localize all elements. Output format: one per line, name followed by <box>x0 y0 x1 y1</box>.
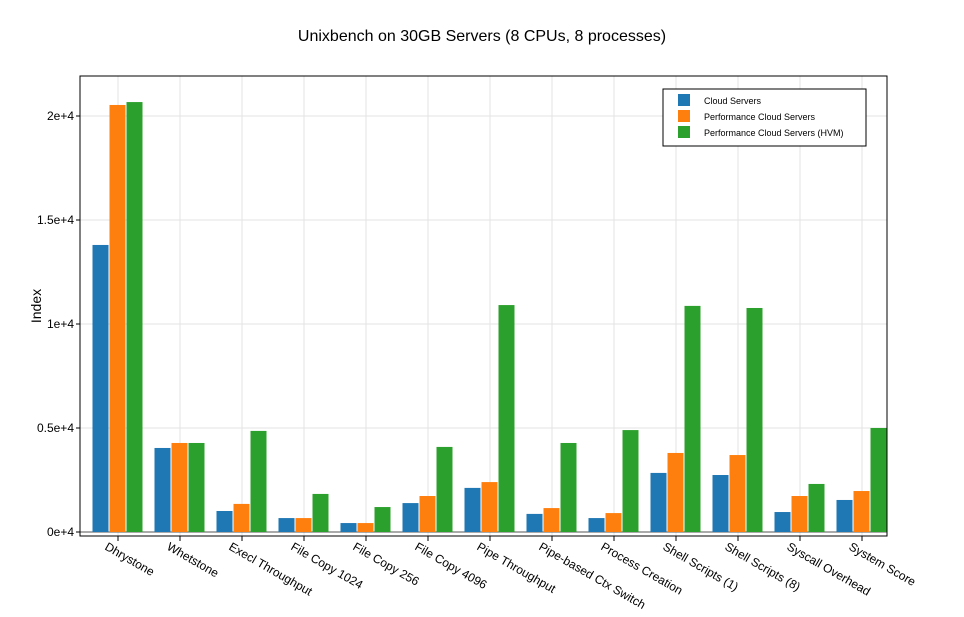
bar-cloud-servers <box>402 503 419 532</box>
bar-performance-cloud-servers-hvm <box>684 305 701 532</box>
bar-performance-cloud-servers-hvm <box>560 442 577 532</box>
y-tick-label: 1e+4 <box>47 317 74 331</box>
bar-performance-cloud-servers-hvm <box>312 493 329 532</box>
bar-performance-cloud-servers <box>109 104 126 532</box>
legend-label: Cloud Servers <box>704 96 762 106</box>
bar-cloud-servers <box>464 487 481 532</box>
bar-performance-cloud-servers <box>791 496 808 532</box>
y-tick-label: 0.5e+4 <box>37 421 74 435</box>
x-tick-label: Dhrystone <box>103 539 158 579</box>
bar-performance-cloud-servers <box>543 508 560 532</box>
bar-performance-cloud-servers <box>605 513 622 532</box>
legend-label: Performance Cloud Servers <box>704 112 816 122</box>
bar-cloud-servers <box>278 518 295 532</box>
x-tick-label: Whetstone <box>165 539 222 580</box>
bar-performance-cloud-servers-hvm <box>498 305 515 532</box>
y-tick-label: 0e+4 <box>47 525 74 539</box>
y-axis: 0e+4 0.5e+4 1e+4 1.5e+4 2e+4 <box>37 109 80 539</box>
x-tick-label: Pipe-based Ctx Switch <box>537 539 649 611</box>
bar-performance-cloud-servers <box>667 452 684 532</box>
bar-performance-cloud-servers <box>295 518 312 532</box>
bar-cloud-servers <box>836 499 853 532</box>
chart-title: Unixbench on 30GB Servers (8 CPUs, 8 pro… <box>298 28 666 45</box>
bar-performance-cloud-servers-hvm <box>126 102 143 533</box>
bar-cloud-servers <box>340 523 357 532</box>
bars <box>92 102 887 533</box>
bar-performance-cloud-servers-hvm <box>250 430 267 532</box>
bar-performance-cloud-servers <box>853 491 870 532</box>
legend-swatch <box>678 110 690 122</box>
bar-performance-cloud-servers-hvm <box>436 446 453 532</box>
bar-cloud-servers <box>774 512 791 532</box>
bar-cloud-servers <box>650 472 667 532</box>
bar-cloud-servers <box>526 513 543 532</box>
y-tick-label: 1.5e+4 <box>37 213 74 227</box>
bar-performance-cloud-servers <box>357 523 374 532</box>
bar-cloud-servers <box>712 475 729 532</box>
bar-performance-cloud-servers <box>171 442 188 532</box>
bar-cloud-servers <box>92 244 109 532</box>
bar-performance-cloud-servers-hvm <box>746 307 763 532</box>
plot-frame <box>79 75 888 537</box>
legend-swatch <box>678 126 690 138</box>
bar-performance-cloud-servers-hvm <box>808 483 825 532</box>
bar-performance-cloud-servers <box>729 455 746 532</box>
legend-swatch <box>678 94 690 106</box>
legend-label: Performance Cloud Servers (HVM) <box>704 128 844 138</box>
bar-performance-cloud-servers <box>233 503 250 532</box>
bar-performance-cloud-servers <box>481 482 498 532</box>
bar-performance-cloud-servers-hvm <box>374 507 391 532</box>
bar-cloud-servers <box>154 447 171 532</box>
bar-performance-cloud-servers-hvm <box>870 428 887 532</box>
y-axis-label: Index <box>28 289 44 323</box>
bar-performance-cloud-servers <box>419 496 436 532</box>
legend: Cloud Servers Performance Cloud Servers Pe… <box>662 88 867 147</box>
y-tick-label: 2e+4 <box>47 109 74 123</box>
bar-performance-cloud-servers-hvm <box>188 442 205 532</box>
bar-performance-cloud-servers-hvm <box>622 430 639 532</box>
bar-cloud-servers <box>588 518 605 532</box>
bar-cloud-servers <box>216 510 233 532</box>
legend-box <box>662 88 867 147</box>
